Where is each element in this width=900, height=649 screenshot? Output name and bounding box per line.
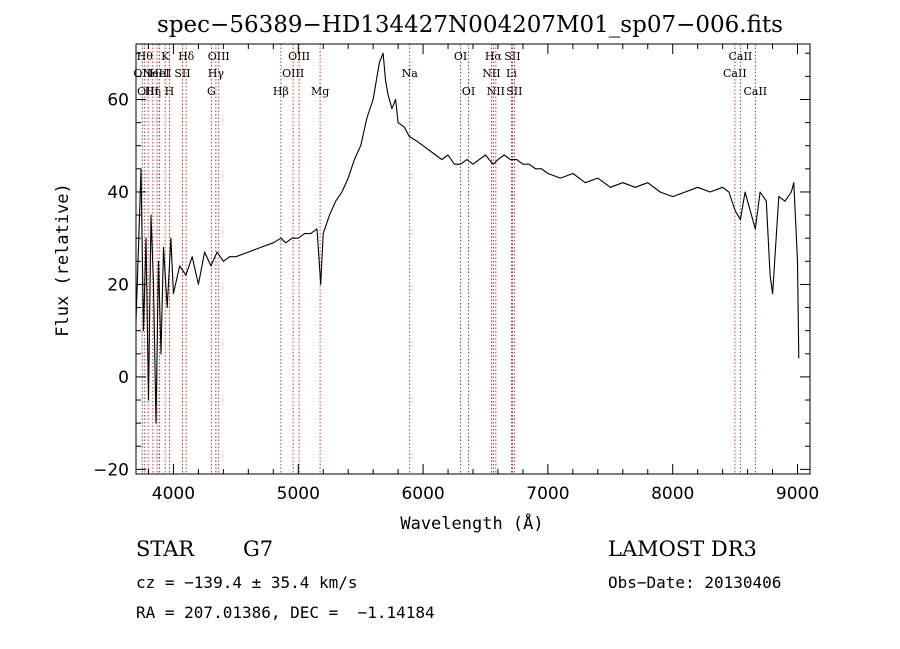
line-marker-label: Hθ bbox=[137, 50, 154, 63]
line-marker-label: Hη bbox=[145, 85, 161, 98]
line-marker-label: Mg bbox=[311, 85, 329, 98]
x-tick-label: 6000 bbox=[401, 484, 444, 504]
velocity-readout: cz = −139.4 ± 35.4 km/s bbox=[136, 573, 358, 592]
x-tick-label: 9000 bbox=[776, 484, 819, 504]
line-marker-label: SII bbox=[174, 67, 190, 80]
coordinates-readout: RA = 207.01386, DEC = −1.14184 bbox=[136, 603, 435, 622]
line-marker-label: SII bbox=[506, 85, 522, 98]
obs-date: Obs−Date: 20130406 bbox=[608, 573, 782, 592]
line-marker-label: Hβ bbox=[273, 85, 289, 98]
y-tick-label: 0 bbox=[118, 368, 129, 388]
line-marker-label: HeI bbox=[149, 67, 169, 80]
y-axis-label: Flux (relative) bbox=[53, 183, 73, 337]
line-marker-label: CaII bbox=[723, 67, 747, 80]
line-marker-label: OIII bbox=[137, 85, 159, 98]
line-marker-label: Hα bbox=[485, 50, 503, 63]
x-tick-label: 4000 bbox=[152, 484, 195, 504]
x-tick-label: 8000 bbox=[651, 484, 694, 504]
line-marker-label: CaII bbox=[729, 50, 753, 63]
line-marker-label: NII bbox=[487, 85, 505, 98]
y-tick-label: 20 bbox=[107, 275, 129, 295]
x-tick-label: 5000 bbox=[277, 484, 320, 504]
line-marker-label: H bbox=[165, 85, 175, 98]
line-marker-label: Li bbox=[506, 67, 517, 80]
line-marker-label: Na bbox=[402, 67, 419, 80]
line-marker-label: Hγ bbox=[208, 67, 225, 80]
line-marker-label: SII bbox=[504, 50, 520, 63]
y-tick-label: 60 bbox=[107, 90, 129, 110]
line-marker-label: K bbox=[161, 50, 170, 63]
line-marker-label: OIII bbox=[288, 50, 310, 63]
object-class: STAR bbox=[136, 537, 195, 561]
line-marker-label: CaII bbox=[743, 85, 767, 98]
plot-frame bbox=[135, 43, 811, 475]
line-marker-label: OIII bbox=[282, 67, 304, 80]
line-marker-label: G bbox=[207, 85, 216, 98]
subclass: G7 bbox=[243, 537, 274, 561]
survey-label: LAMOST DR3 bbox=[608, 537, 757, 561]
spectrum-line bbox=[136, 52, 800, 424]
line-marker-label: OI bbox=[454, 50, 467, 63]
x-tick-label: 7000 bbox=[526, 484, 569, 504]
line-marker-label: OI bbox=[462, 85, 475, 98]
y-tick-label: 40 bbox=[107, 183, 129, 203]
line-marker-label: Hδ bbox=[178, 50, 195, 63]
x-axis-label: Wavelength (Å) bbox=[400, 512, 543, 534]
line-marker-label: NeIII bbox=[143, 67, 172, 80]
chart-title: spec−56389−HD134427N004207M01_sp07−006.f… bbox=[157, 12, 783, 38]
line-marker-label: NII bbox=[482, 67, 500, 80]
line-marker-label: OIII bbox=[208, 50, 230, 63]
y-tick-label: −20 bbox=[93, 460, 129, 480]
